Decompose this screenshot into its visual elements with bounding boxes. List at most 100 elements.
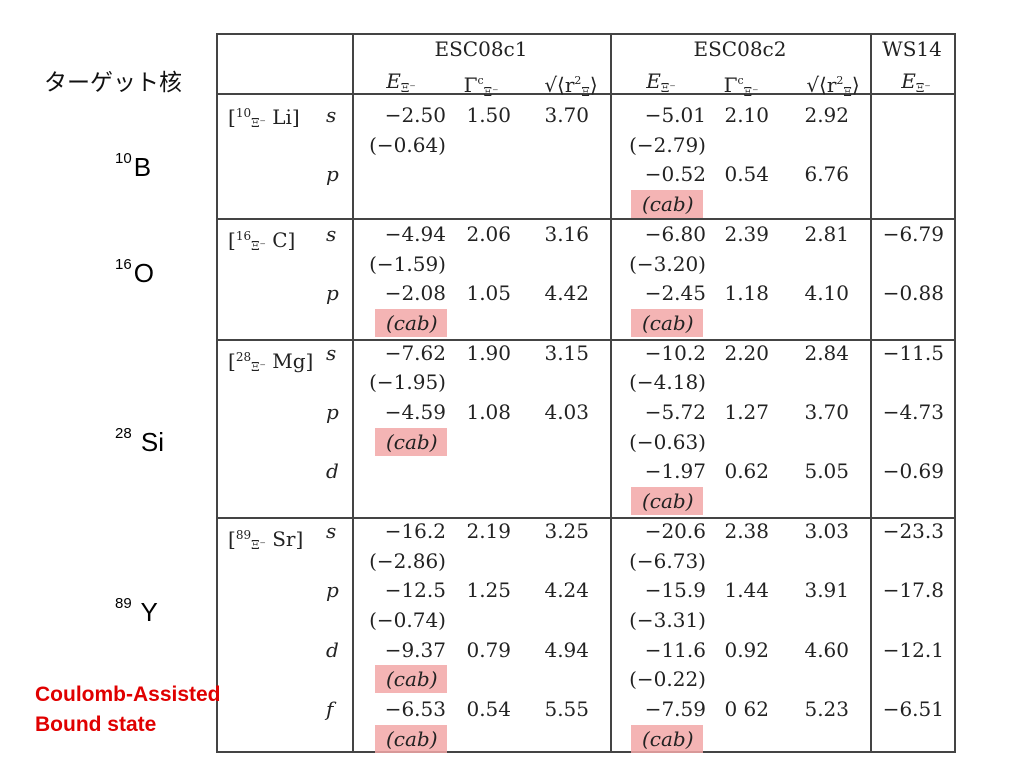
esc08c2-energy: −2.45	[644, 281, 706, 306]
header-esc08c1: ESC08c1	[434, 37, 528, 61]
esc08c1-energy: (−0.74)	[369, 607, 446, 632]
esc08c1-gamma: 2.19	[466, 518, 511, 543]
esc08c1-energy: −4.59	[384, 400, 446, 424]
esc08c1-radius: 5.55	[544, 697, 589, 721]
esc08c2-radius: 2.81	[804, 221, 849, 246]
esc08c2-radius: 4.60	[804, 637, 849, 662]
esc08c2-gamma: 2.10	[724, 103, 769, 127]
table-hline	[216, 218, 956, 220]
nucleus-label-y89: 89 Y	[115, 595, 158, 627]
esc08c1-energy: −2.08	[384, 281, 446, 306]
esc08c1-energy: −6.53	[384, 697, 446, 721]
esc08c1-energy: −12.5	[384, 578, 446, 603]
subheader-e-ws: EΞ⁻	[901, 69, 931, 95]
esc08c2-radius: 3.91	[804, 578, 849, 603]
esc08c1-energy: (cab)	[386, 667, 438, 692]
orbital-s: s	[326, 103, 337, 127]
ws14-energy: −6.51	[882, 697, 944, 721]
hypernucleus-label: [28Ξ⁻ Mg]	[228, 349, 314, 374]
orbital-s: s	[326, 340, 337, 365]
esc08c2-gamma: 0.62	[724, 459, 769, 484]
cab-highlight	[631, 308, 703, 337]
cab-highlight	[631, 724, 703, 753]
esc08c2-energy: (−3.20)	[629, 251, 706, 276]
cab-highlight	[375, 665, 447, 694]
esc08c1-energy: −16.2	[384, 518, 446, 543]
esc08c1-radius: 3.70	[544, 103, 589, 127]
esc08c2-energy: −15.9	[644, 578, 706, 603]
orbital-d: d	[326, 459, 339, 484]
esc08c1-radius: 4.94	[544, 637, 589, 662]
header-esc08c2: ESC08c2	[693, 37, 787, 61]
esc08c1-radius: 4.42	[544, 281, 589, 306]
hypernucleus-label: [16Ξ⁻ C]	[228, 228, 296, 253]
ws14-energy: −11.5	[882, 340, 944, 365]
esc08c1-energy: −2.50	[384, 103, 446, 127]
esc08c2-energy: (cab)	[642, 489, 694, 514]
orbital-p: p	[326, 281, 339, 306]
cab-highlight	[375, 724, 447, 753]
esc08c2-gamma: 0.92	[724, 637, 769, 662]
esc08c2-energy: (−6.73)	[629, 548, 706, 573]
esc08c1-gamma: 1.05	[466, 281, 511, 306]
ws14-energy: −17.8	[882, 578, 944, 603]
hypernucleus-label: [89Ξ⁻ Sr]	[228, 527, 304, 552]
orbital-s: s	[326, 518, 337, 543]
orbital-p: p	[326, 578, 339, 603]
table-vline	[870, 33, 872, 753]
esc08c1-gamma: 1.25	[466, 578, 511, 603]
subheader-r-2: √⟨r2Ξ⟩	[806, 73, 860, 99]
table-hline	[216, 33, 956, 35]
orbital-p: p	[326, 162, 339, 187]
esc08c2-radius: 5.05	[804, 459, 849, 484]
orbital-d: d	[326, 637, 339, 662]
esc08c1-radius: 4.24	[544, 578, 589, 603]
cab-legend-note: Coulomb-Assisted Bound state	[35, 683, 221, 736]
subheader-gamma-2: ΓcΞ⁻	[723, 73, 759, 99]
subheader-gamma-1: ΓcΞ⁻	[463, 73, 499, 99]
esc08c2-radius: 2.92	[804, 103, 849, 127]
cab-highlight	[631, 487, 703, 516]
nucleus-label-b10: 10B	[115, 150, 152, 182]
esc08c2-gamma: 2.39	[724, 221, 769, 246]
esc08c2-gamma: 0 62	[724, 697, 769, 721]
esc08c1-gamma: 0.79	[466, 637, 511, 662]
esc08c2-energy: −7.59	[644, 697, 706, 721]
esc08c1-energy: (−2.86)	[369, 548, 446, 573]
esc08c1-energy: (−1.95)	[369, 370, 446, 395]
esc08c2-gamma: 0.54	[724, 162, 769, 187]
esc08c1-gamma: 2.06	[466, 221, 511, 246]
table-hline	[216, 93, 956, 95]
esc08c2-energy: −10.2	[644, 340, 706, 365]
esc08c1-radius: 3.16	[544, 221, 589, 246]
table-hline	[216, 751, 956, 753]
target-nucleus-title: ターゲット核	[44, 70, 182, 96]
esc08c2-radius: 6.76	[804, 162, 849, 187]
nucleus-label-si28: 28 Si	[115, 425, 165, 457]
orbital-s: s	[326, 221, 337, 246]
cab-highlight	[375, 308, 447, 337]
esc08c2-radius: 2.84	[804, 340, 849, 365]
esc08c2-radius: 5.23	[804, 697, 849, 721]
table-hline	[216, 517, 956, 519]
esc08c1-gamma: 1.90	[466, 340, 511, 365]
esc08c2-energy: −1.97	[644, 459, 706, 484]
orbital-f: f	[326, 697, 334, 721]
esc08c1-radius: 4.03	[544, 400, 589, 424]
esc08c2-energy: −20.6	[644, 518, 706, 543]
table-hline	[216, 339, 956, 341]
header-ws14: WS14	[882, 37, 942, 61]
esc08c2-energy: (cab)	[642, 726, 694, 751]
esc08c2-energy: (−2.79)	[629, 132, 706, 157]
esc08c2-energy: (−0.22)	[629, 667, 706, 692]
esc08c2-gamma: 1.44	[724, 578, 769, 603]
esc08c2-energy: −5.01	[644, 103, 706, 127]
esc08c1-energy: −9.37	[384, 637, 446, 662]
ws14-energy: −12.1	[882, 637, 944, 662]
esc08c2-radius: 4.10	[804, 281, 849, 306]
table-vline	[352, 33, 354, 753]
esc08c2-energy: −0.52	[644, 162, 706, 187]
table-vline	[610, 33, 612, 753]
esc08c1-energy: −4.94	[384, 221, 446, 246]
esc08c1-energy: −7.62	[384, 340, 446, 365]
